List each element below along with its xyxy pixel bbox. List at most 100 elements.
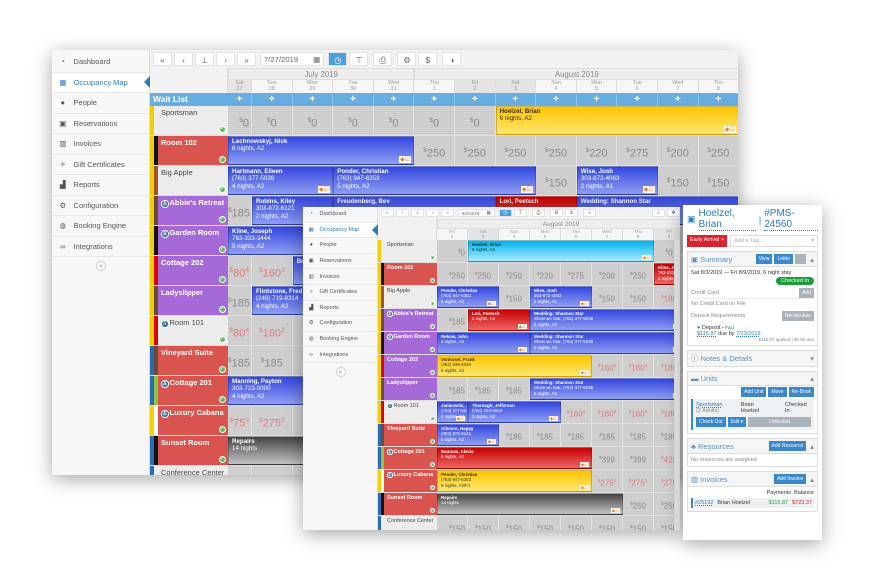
rate-cell[interactable]: $150 [592,516,623,530]
deposit-amount-link[interactable]: $115.87 [697,331,717,337]
sidebar-item-dashboard[interactable]: ◔ Dashboard [52,52,149,73]
calendar-icon[interactable]: ▦ [313,54,321,64]
add-waitlist-button[interactable]: + [455,93,496,106]
add-waitlist-button[interactable]: + [373,93,415,106]
collapse-icon[interactable]: ▴ [810,374,814,383]
next-button[interactable]: › [216,52,235,66]
row-label-garden-room[interactable]: ♙ Garden Room ✓ [150,226,228,256]
add-waitlist-button[interactable]: + [617,93,658,106]
price-button[interactable]: $ [418,52,438,66]
rate-cell[interactable]: $250 [623,263,654,286]
search-button[interactable]: ⌕ [652,209,665,217]
first-button[interactable]: « [153,52,172,66]
rate-cell[interactable]: $185 [592,424,623,447]
row-label-abbie-s-retreat[interactable]: ♙ Abbie's Retreat ✓ [150,196,228,226]
booking-block[interactable]: Ponder, Christian (763) 947-6353 6 nights,… [437,470,592,492]
rate-cell[interactable]: $804 [228,256,252,286]
rate-cell[interactable]: $399 [623,447,654,470]
rate-cell[interactable]: $185 [499,378,530,401]
sidebar-item-reports[interactable]: ▟ Reports [303,301,377,317]
row-label-room-101[interactable]: ♙ Room 101 ✓ [150,316,228,346]
day-header[interactable]: Mon 5 [576,80,618,93]
booking-block[interactable]: Hoelzel, Brian 6 nights, A2 ◆☑ [468,240,654,262]
booking-block[interactable]: Wedding: Shannon Star Shannon Star, (763)… [530,309,680,331]
last-button[interactable]: » [237,52,256,66]
add-invoice-button[interactable]: Add Invoice [774,474,807,484]
wait-list-row[interactable]: Wait List [150,93,228,106]
add-waitlist-button[interactable]: + [414,93,455,106]
rate-cell[interactable]: $0 [228,106,252,136]
price-button[interactable]: $ [564,209,578,217]
row-label-vineyard-suite[interactable]: Vineyard Suite ✓ [150,346,228,376]
row-label-room-102[interactable]: Room 102 ✓ [378,263,437,286]
rate-cell[interactable]: $250 [499,263,530,286]
sidebar-item-people[interactable]: ● People [303,238,377,254]
rate-cell[interactable]: $180 [654,355,680,378]
booking-block[interactable]: Gilmore, Happy (303) 872-6121 5 nights, A2… [437,424,499,446]
rate-cell[interactable]: $185 [654,424,680,447]
booking-block[interactable]: Repairs 14 nights ◆☑ [437,493,623,515]
row-label-room-101[interactable]: ♙ Room 101 ✓ [378,401,437,424]
rate-cell[interactable]: $275 [561,263,592,286]
day-header[interactable]: Fri 9 [654,229,680,240]
sidebar-item-configuration[interactable]: ⚙ Configuration [303,316,377,332]
rate-cell[interactable]: $250 [536,136,577,166]
sidebar-item-dashboard[interactable]: ◔ Dashboard [303,207,377,223]
rate-cell[interactable]: $185 [437,309,468,332]
booking-block[interactable]: Wise, Josh 303-872-4063 2 nights, A1 ◆☑ [576,166,658,195]
row-label-room-102[interactable]: Room 102 ✓ [150,136,228,166]
rate-cell[interactable]: $150 [499,516,530,530]
rate-cell[interactable]: $150 [654,516,680,530]
rate-cell[interactable]: $185 [468,378,499,401]
sidebar-item-gift-certificates[interactable]: ✧ Gift Certificates [52,155,149,175]
rate-cell[interactable]: $150 [468,516,499,530]
rate-cell[interactable]: $185 [228,196,252,226]
collapse-sidebar-button[interactable]: « [335,367,346,377]
row-label-sunset-room[interactable]: Sunset Room ✓ [150,436,228,466]
first-button[interactable]: « [381,209,394,217]
edit-button[interactable]: Edit ▾ [727,417,747,427]
rate-cell[interactable]: $185 [561,424,592,447]
expand-icon[interactable]: ▾ [810,354,814,363]
rate-cell[interactable]: $1603 [252,316,293,346]
row-label-cottage-201[interactable]: ♙ Cottage 201 ✓ [378,447,437,470]
row-label-big-apple[interactable]: Big Apple ✓ [378,286,437,309]
clock-button[interactable]: ◷ [328,52,348,66]
sidebar-item-invoices[interactable]: ▥ Invoices [303,269,377,285]
collapse-sidebar-button[interactable]: « [96,261,106,271]
add-waitlist-button[interactable]: + [658,93,699,106]
rate-cell[interactable]: $185 [228,286,252,316]
sidebar-item-reservations[interactable]: ▣ Reservations [303,254,377,270]
day-header[interactable]: Sat 27 [228,80,252,93]
rate-cell[interactable]: $180 [654,401,680,424]
row-label-sportsman[interactable]: Sportsman ✓ [150,106,228,136]
booking-block[interactable]: Ponder, Christian (763) 947-6353 5 nights,… [333,166,537,195]
booking-block[interactable]: Lechnowskyj, Nick 8 nights, A2 ◆☑ [228,136,415,165]
calendar-icon[interactable]: ▦ [486,210,491,215]
rate-cell[interactable]: $0 [455,106,496,136]
rate-cell[interactable]: $752 [228,406,252,436]
rate-cell[interactable]: $185 [530,424,561,447]
row-label-cottage-202[interactable]: Cottage 202 ✓ [150,256,228,286]
collapse-icon[interactable]: ▴ [810,441,814,451]
rate-cell[interactable]: $275 [617,136,658,166]
date-picker[interactable]: 7/27/2019 ▦ [260,52,325,66]
rate-cell[interactable]: $2752 [252,406,293,436]
rate-cell[interactable]: $2752 [623,470,654,493]
booking-block[interactable]: Thorough, Jefferson (763) 234-0623 3 night… [468,401,561,423]
rate-cell[interactable]: $185 [228,346,252,376]
row-label-cottage-201[interactable]: ♙ Cottage 201 ✓ [150,376,228,406]
collapse-icon[interactable]: ▴ [810,474,814,484]
unit-link[interactable]: Sportsman [696,402,723,408]
rate-cell[interactable]: $2752 [592,470,623,493]
rate-cell[interactable]: $150 [658,166,699,196]
day-header[interactable]: Mon 29 [292,80,334,93]
more-button[interactable]: ··· [795,254,807,264]
rate-cell[interactable]: $180 [654,286,680,309]
booking-block[interactable]: Ponder, Christian (763) 947-6353 5 nights,… [437,286,499,308]
day-header[interactable]: Thu 1 [414,80,455,93]
rate-cell[interactable]: $1603 [592,355,623,378]
notes-section[interactable]: ⓘ Notes & Details ▾ [687,350,818,367]
add-waitlist-button[interactable]: + [252,93,293,106]
